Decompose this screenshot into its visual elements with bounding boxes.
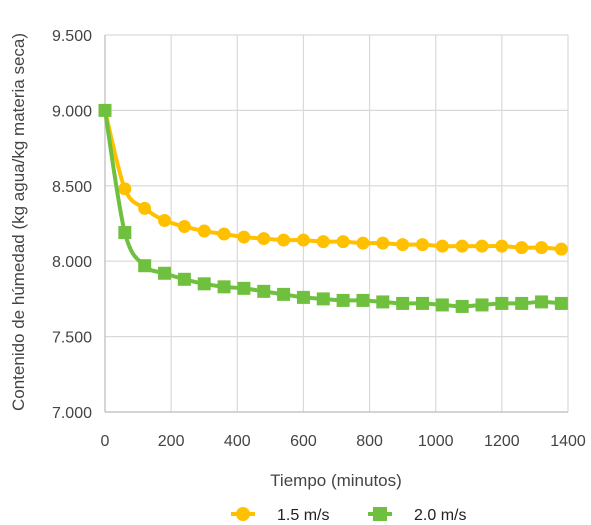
data-point	[177, 272, 191, 286]
data-point	[396, 238, 410, 252]
data-point	[197, 277, 211, 291]
data-point	[376, 236, 390, 250]
data-point	[237, 281, 251, 295]
series-1	[98, 103, 568, 256]
data-point	[356, 293, 370, 307]
data-point	[535, 295, 549, 309]
data-point	[336, 235, 350, 249]
y-tick-label: 9.500	[52, 28, 92, 45]
tick-labels: 7.000 7.500 8.000 8.500 9.000 9.500 0 200 400 600…	[52, 28, 586, 450]
data-point	[435, 239, 449, 253]
axes	[104, 35, 568, 413]
data-point	[415, 238, 429, 252]
y-tick-label: 7.000	[52, 405, 92, 422]
data-point	[455, 239, 469, 253]
legend-marker	[236, 507, 250, 521]
x-tick-label: 1400	[550, 433, 586, 450]
data-point	[455, 299, 469, 313]
data-point	[376, 295, 390, 309]
data-point	[495, 239, 509, 253]
legend-marker	[373, 507, 387, 521]
data-point	[158, 266, 172, 280]
x-tick-label: 800	[356, 433, 383, 450]
data-point	[277, 233, 291, 247]
data-point	[535, 241, 549, 255]
data-point	[277, 287, 291, 301]
data-point	[356, 236, 370, 250]
x-tick-label: 1000	[418, 433, 454, 450]
data-point	[554, 242, 568, 256]
data-point	[435, 298, 449, 312]
data-point	[197, 224, 211, 238]
grid-lines	[104, 34, 569, 413]
x-axis-title: Tiempo (minutos)	[270, 471, 402, 490]
data-point	[475, 298, 489, 312]
data-point	[296, 290, 310, 304]
data-point	[138, 201, 152, 215]
data-point	[336, 293, 350, 307]
data-point	[138, 259, 152, 273]
data-point	[515, 296, 529, 310]
x-tick-label: 200	[158, 433, 185, 450]
data-point	[515, 241, 529, 255]
legend: 1.5 m/s 2.0 m/s	[231, 507, 466, 524]
legend-item-2: 2.0 m/s	[368, 507, 466, 524]
y-axis-title: Contenido de húmedad (kg agua/kg materia…	[9, 33, 28, 411]
y-tick-label: 7.500	[52, 330, 92, 347]
series-2	[98, 103, 568, 313]
data-point	[396, 296, 410, 310]
data-point	[296, 233, 310, 247]
data-point	[257, 284, 271, 298]
data-point	[316, 235, 330, 249]
data-series	[98, 103, 568, 313]
x-tick-label: 600	[290, 433, 317, 450]
data-point	[554, 296, 568, 310]
data-point	[217, 227, 231, 241]
y-tick-label: 8.500	[52, 179, 92, 196]
data-point	[495, 296, 509, 310]
legend-label: 2.0 m/s	[414, 507, 466, 524]
data-point	[118, 226, 132, 240]
data-point	[475, 239, 489, 253]
data-point	[237, 230, 251, 244]
data-point	[98, 103, 112, 117]
data-point	[118, 182, 132, 196]
data-point	[257, 232, 271, 246]
data-point	[217, 280, 231, 294]
data-point	[415, 296, 429, 310]
y-tick-label: 9.000	[52, 103, 92, 120]
y-tick-label: 8.000	[52, 254, 92, 271]
data-point	[316, 292, 330, 306]
x-tick-label: 400	[224, 433, 251, 450]
data-point	[177, 220, 191, 234]
data-point	[158, 213, 172, 227]
legend-label: 1.5 m/s	[277, 507, 329, 524]
x-tick-label: 1200	[484, 433, 520, 450]
legend-item-1: 1.5 m/s	[231, 507, 329, 524]
x-tick-label: 0	[101, 433, 110, 450]
